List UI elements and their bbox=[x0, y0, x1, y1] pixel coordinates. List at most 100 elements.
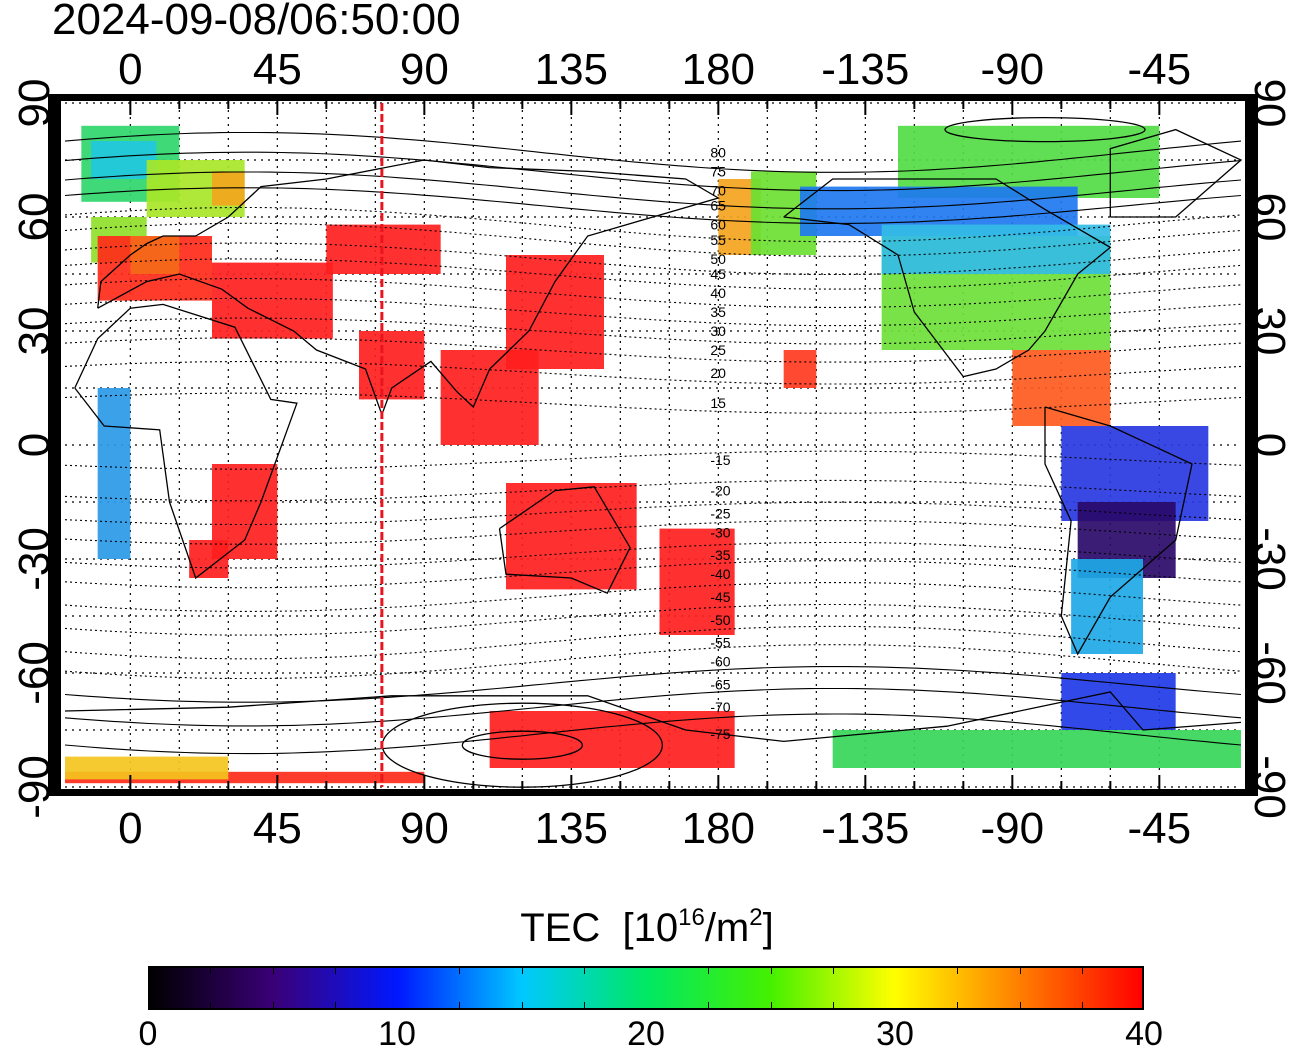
top-lon-label: 0 bbox=[118, 45, 142, 94]
colorbar-title-text: TEC bbox=[520, 906, 601, 950]
contour-line bbox=[64, 171, 1242, 210]
contour-label: -65 bbox=[710, 676, 730, 692]
contour-line bbox=[64, 582, 1242, 612]
bottom-lon-label: 45 bbox=[253, 804, 302, 853]
contour-label: 75 bbox=[710, 163, 726, 179]
top-lon-label: 180 bbox=[682, 45, 755, 94]
tec-region-west-africa bbox=[97, 388, 131, 559]
contour-label: -25 bbox=[710, 505, 730, 521]
right-lat-label: 90 bbox=[1245, 79, 1294, 128]
tec-region-greenland-sea-cyan bbox=[91, 141, 157, 179]
bottom-lon-label: -90 bbox=[981, 804, 1045, 853]
tec-region-usa-north-cyan bbox=[881, 224, 1111, 274]
right-lat-label: -30 bbox=[1245, 527, 1294, 591]
contour-line bbox=[64, 392, 1242, 414]
contour-line bbox=[64, 337, 1242, 363]
colorbar-tick-label: 30 bbox=[876, 1015, 914, 1053]
contour-label: -55 bbox=[710, 635, 730, 651]
top-border-bar bbox=[49, 95, 1257, 101]
tec-map: 8075706560555045403530252015-15-20-25-30… bbox=[10, 45, 1294, 853]
contour-line bbox=[64, 713, 1242, 755]
colorbar-minor-tick bbox=[583, 966, 585, 1010]
contour-labels: 8075706560555045403530252015-15-20-25-30… bbox=[710, 144, 730, 741]
tec-region-antarctica-bottom bbox=[65, 771, 425, 784]
tec-region-argentina bbox=[1071, 559, 1143, 654]
top-lon-label: 135 bbox=[535, 45, 608, 94]
colorbar-minor-tick bbox=[334, 966, 336, 1010]
contour-label: -50 bbox=[710, 612, 730, 628]
contour-label: -60 bbox=[710, 654, 730, 670]
contour-label: 20 bbox=[710, 365, 726, 381]
right-lat-label: 60 bbox=[1245, 193, 1294, 242]
colorbar-tick-label: 40 bbox=[1125, 1015, 1163, 1053]
right-lat-label: -60 bbox=[1245, 641, 1294, 705]
tec-region-caribbean bbox=[1012, 350, 1111, 426]
contour-label: -40 bbox=[710, 566, 730, 582]
tec-region-southeast-asia bbox=[440, 350, 539, 445]
bottom-lon-label: 180 bbox=[682, 804, 755, 853]
contour-label: -45 bbox=[710, 589, 730, 605]
colorbar-tick-label: 0 bbox=[138, 1015, 158, 1053]
contour-label: -70 bbox=[710, 699, 730, 715]
contour-label: -75 bbox=[710, 726, 730, 742]
left-lat-label: 0 bbox=[10, 433, 59, 457]
contour-label: 45 bbox=[710, 266, 726, 282]
tec-region-hawaii bbox=[783, 350, 817, 388]
contour-label: -20 bbox=[710, 483, 730, 499]
magnetic-latitude-contours bbox=[64, 116, 1242, 788]
contour-line bbox=[64, 541, 1242, 569]
tec-region-new-zealand bbox=[659, 528, 735, 635]
timestamp-label: 2024-09-08/06:50:00 bbox=[52, 0, 461, 44]
contour-label: 25 bbox=[710, 342, 726, 358]
contour-line bbox=[64, 450, 1242, 470]
contour-label: 50 bbox=[710, 251, 726, 267]
contour-line bbox=[64, 258, 1242, 290]
colorbar-minor-tick bbox=[770, 966, 772, 1010]
contour-line bbox=[64, 222, 1242, 257]
top-lon-label: -45 bbox=[1128, 45, 1192, 94]
north-pole-contour bbox=[944, 116, 1146, 143]
bottom-border-bar bbox=[49, 789, 1257, 795]
contour-line bbox=[64, 317, 1242, 345]
right-lat-label: 0 bbox=[1245, 433, 1294, 457]
contour-line bbox=[64, 560, 1242, 589]
right-lat-label: 30 bbox=[1245, 307, 1294, 356]
contour-label: 65 bbox=[710, 198, 726, 214]
left-border-bar bbox=[49, 95, 61, 795]
contour-label: 35 bbox=[710, 304, 726, 320]
axis-tick-labels: 0 45 90 135 180 -135 -90 -45 0 45 90 135 180 -135 -90 -… bbox=[10, 45, 1294, 853]
contour-line bbox=[64, 131, 1242, 173]
colorbar-tick-label: 20 bbox=[627, 1015, 665, 1053]
top-lon-label: -90 bbox=[981, 45, 1045, 94]
contour-line bbox=[64, 666, 1242, 703]
bottom-lon-label: -45 bbox=[1128, 804, 1192, 853]
axis-ticks bbox=[129, 101, 1161, 789]
tec-region-antarctica-atlantic bbox=[65, 756, 229, 780]
contour-line bbox=[64, 687, 1242, 727]
colorbar bbox=[148, 966, 1144, 1010]
coastline-path bbox=[783, 178, 1112, 378]
south-pole-contour bbox=[461, 730, 583, 760]
contour-label: 55 bbox=[710, 232, 726, 248]
contour-label: 80 bbox=[710, 144, 726, 160]
contour-line bbox=[64, 278, 1242, 308]
contour-label: -15 bbox=[710, 452, 730, 468]
coastline-path bbox=[1109, 128, 1243, 218]
coastline-path bbox=[74, 303, 298, 580]
contour-line bbox=[64, 187, 1242, 224]
bottom-lon-label: 90 bbox=[400, 804, 449, 853]
contour-line bbox=[64, 151, 1242, 192]
tec-region-central-europe-orange bbox=[130, 236, 180, 274]
contour-label: 70 bbox=[710, 182, 726, 198]
colorbar-unit: [1016/m2] bbox=[622, 904, 774, 950]
colorbar-minor-tick bbox=[1081, 966, 1083, 1010]
colorbar-minor-tick bbox=[521, 966, 523, 1010]
contour-line bbox=[64, 361, 1242, 385]
left-lat-label: 90 bbox=[10, 79, 59, 128]
coastline-path bbox=[97, 159, 720, 417]
bottom-lon-label: -135 bbox=[821, 804, 909, 853]
colorbar-tick-label: 10 bbox=[378, 1015, 416, 1053]
right-border-bar bbox=[1245, 95, 1257, 795]
top-lon-label: -135 bbox=[821, 45, 909, 94]
tec-region-southern-ocean-east bbox=[832, 730, 1241, 768]
